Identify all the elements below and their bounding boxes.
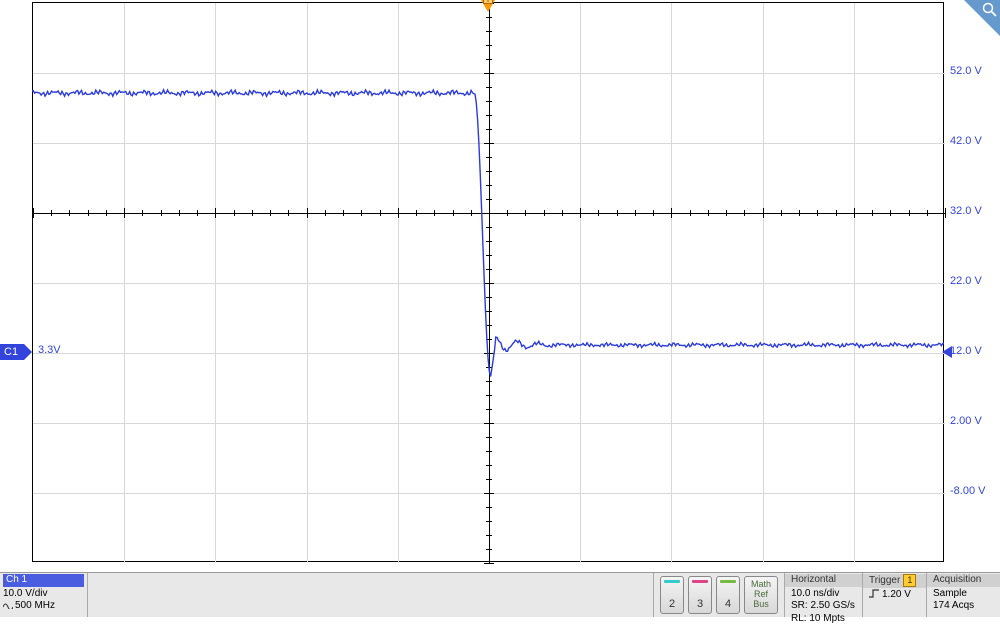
trigger-level-marker[interactable]	[942, 346, 952, 358]
rising-edge-icon	[869, 589, 879, 598]
trigger-panel[interactable]: Trigger1 1.20 V	[862, 573, 926, 617]
channel-1-label: Ch 1	[3, 574, 84, 587]
acquisition-count: 174 Acqs	[933, 600, 994, 613]
waveform-trace	[32, 2, 944, 562]
acquisition-mode: Sample	[933, 588, 994, 601]
channel-2-button[interactable]: 2	[660, 576, 684, 614]
channel-1-marker[interactable]: C1	[0, 344, 24, 360]
horizontal-panel[interactable]: Horizontal 10.0 ns/div SR: 2.50 GS/s RL:…	[784, 573, 862, 617]
trigger-position-marker[interactable]: T	[481, 0, 495, 12]
trigger-level-row: 1.20 V	[869, 589, 920, 602]
math-ref-bus-button[interactable]: Math Ref Bus	[744, 576, 778, 614]
trigger-title: Trigger1	[863, 574, 926, 588]
trigger-source-badge: 1	[903, 574, 916, 587]
channel-1-bandwidth: 500 MHz	[3, 600, 84, 613]
zoom-corner-button[interactable]	[964, 0, 1000, 36]
status-bar: Ch 1 10.0 V/div 500 MHz 2 3 4 Math Ref B…	[0, 572, 1000, 617]
magnifier-icon	[982, 2, 998, 18]
acquisition-title: Acquisition	[927, 574, 1000, 587]
source-buttons: 2 3 4 Math Ref Bus	[653, 573, 784, 617]
horizontal-record-length: RL: 10 Mpts	[791, 613, 856, 625]
channel-3-button[interactable]: 3	[688, 576, 712, 614]
horizontal-timebase: 10.0 ns/div	[791, 588, 856, 601]
channel-4-button[interactable]: 4	[716, 576, 740, 614]
horizontal-sample-rate: SR: 2.50 GS/s	[791, 600, 856, 613]
acquisition-panel[interactable]: Acquisition Sample 174 Acqs	[926, 573, 1000, 617]
bandwidth-icon	[3, 601, 13, 609]
channel-1-scale: 10.0 V/div	[3, 588, 84, 601]
horizontal-title: Horizontal	[785, 574, 862, 587]
channel-1-offset-value: 3.3V	[38, 344, 61, 356]
channel-1-info[interactable]: Ch 1 10.0 V/div 500 MHz	[0, 573, 88, 617]
